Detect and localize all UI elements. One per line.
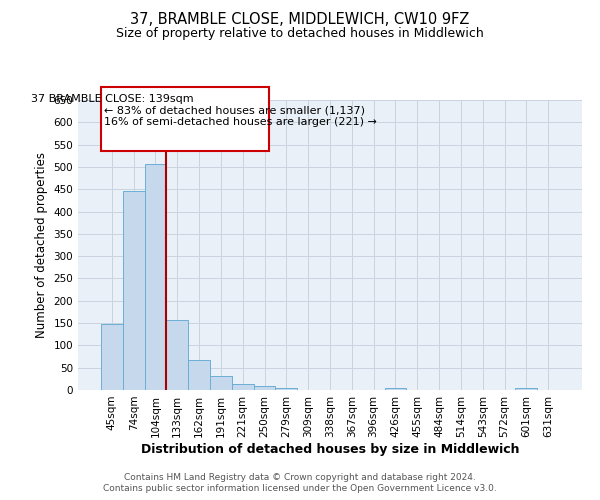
Bar (101, 324, 123, 390)
Bar (188, 360, 210, 390)
FancyBboxPatch shape (101, 86, 269, 152)
Text: Contains HM Land Registry data © Crown copyright and database right 2024.: Contains HM Land Registry data © Crown c… (124, 472, 476, 482)
Bar (275, 388, 297, 390)
Text: ← 83% of detached houses are smaller (1,137): ← 83% of detached houses are smaller (1,… (104, 106, 365, 116)
Bar (166, 320, 188, 390)
Bar (210, 376, 232, 390)
Text: Distribution of detached houses by size in Middlewich: Distribution of detached houses by size … (141, 442, 519, 456)
Bar (232, 384, 254, 390)
Bar (123, 190, 145, 390)
Bar (254, 386, 275, 390)
Bar (385, 388, 406, 390)
Text: 16% of semi-detached houses are larger (221) →: 16% of semi-detached houses are larger (… (104, 117, 377, 127)
Text: 37, BRAMBLE CLOSE, MIDDLEWICH, CW10 9FZ: 37, BRAMBLE CLOSE, MIDDLEWICH, CW10 9FZ (130, 12, 470, 28)
Bar (145, 164, 166, 390)
Bar (515, 388, 537, 390)
Text: 37 BRAMBLE CLOSE: 139sqm: 37 BRAMBLE CLOSE: 139sqm (31, 94, 193, 104)
Text: Contains public sector information licensed under the Open Government Licence v3: Contains public sector information licen… (103, 484, 497, 493)
Y-axis label: Number of detached properties: Number of detached properties (35, 152, 48, 338)
Text: Size of property relative to detached houses in Middlewich: Size of property relative to detached ho… (116, 28, 484, 40)
